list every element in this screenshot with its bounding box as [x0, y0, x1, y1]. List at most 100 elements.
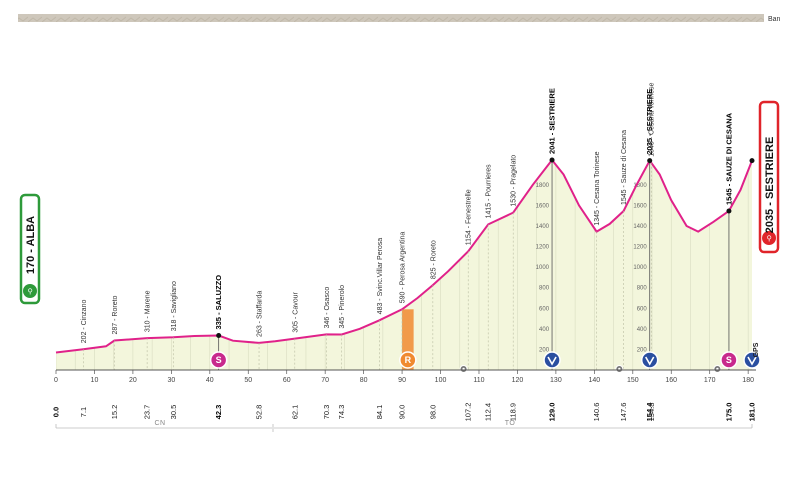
milestone-place-label: 345 - Pinerolo: [339, 285, 346, 329]
x-axis-tick-label: 40: [206, 377, 214, 384]
milestone-place-label: 1545 - SAUZE DI CESANA: [724, 112, 733, 205]
feed-zone-marker-icon-disc: [399, 351, 417, 369]
x-axis-tick-label: 110: [473, 377, 484, 384]
start-badge-frame: [19, 193, 41, 305]
bicycle-icon-glyph: ⚲: [766, 236, 771, 243]
milestone-km-label: 23.7: [143, 405, 152, 420]
milestone-place-label: 287 - Roreto: [112, 295, 119, 334]
milestone-km-label: 0.0: [52, 407, 61, 417]
banner-text: Ban: [768, 16, 781, 23]
climb-marker-icon-chevron: [547, 356, 557, 366]
x-axis-tick-label: 10: [91, 377, 99, 384]
milestone-dot: [549, 157, 555, 163]
finish-badge: ⚲ 2035 - SESTRIERE: [758, 100, 780, 254]
milestone-km-label: 42.3: [214, 405, 223, 420]
bicycle-icon: [762, 231, 776, 245]
altitude-tick-label: 400: [539, 327, 550, 333]
x-axis-tick-label: 70: [321, 377, 329, 384]
milestone-km-label: 52.8: [255, 405, 264, 420]
sprint-marker-icon-glyph: S: [216, 355, 222, 365]
gps-label: GPS: [753, 342, 760, 357]
sprint-marker-icon: S: [209, 351, 228, 369]
milestone-km-label: 181.0: [748, 403, 757, 422]
sprint-marker-icon-disc: [720, 351, 738, 369]
start-badge: ⚲ 170 - ALBA: [19, 193, 41, 305]
region-layer: CN TO: [55, 420, 753, 432]
feed-zone-band: [402, 309, 414, 370]
altitude-tick-label: 1800: [633, 183, 647, 189]
altitude-tick-label: 1600: [536, 203, 550, 209]
milestone-dot: [647, 158, 653, 164]
milestone-km-label: 140.6: [592, 403, 601, 422]
altitude-tick-label: 200: [539, 347, 550, 353]
milestone-place-label: 590 - Perosa Argentina: [400, 232, 407, 304]
sprint-marker-icon-glyph: S: [726, 355, 732, 365]
altitude-tick-label: 1600: [633, 203, 647, 209]
x-axis-tick-label: 160: [665, 377, 677, 384]
altitude-tick-label: 800: [637, 286, 648, 292]
climb-marker-icon-disc: [640, 351, 659, 369]
milestone-place-label: 1345 - Cesana Torinese: [649, 82, 656, 156]
altitude-tick-label: 1400: [536, 224, 550, 230]
milestone-place-label: 346 - Osasco: [324, 287, 331, 329]
milestone-place-label: 1530 - Pragelato: [511, 155, 518, 207]
climb-marker-icon: [640, 351, 659, 369]
milestone-km-label: 118.9: [509, 403, 518, 421]
milestone-km-label: 112.4: [484, 403, 493, 421]
milestone-place-label: 483 - Svinc.Villar Perosa: [377, 238, 384, 315]
x-axis-tick-label: 180: [742, 377, 754, 384]
top-banner: Ban: [18, 14, 781, 23]
bicycle-icon: [23, 284, 37, 298]
x-axis-tick-label: 100: [435, 377, 447, 384]
altitude-tick-label: 1000: [536, 265, 550, 271]
banner-texture: [18, 14, 764, 22]
milestone-place-label: 263 - Staffarda: [257, 291, 264, 337]
milestone-km-label: 15.2: [110, 405, 119, 420]
milestone-dot: [726, 208, 732, 214]
altitude-tick-label: 200: [637, 347, 648, 353]
milestone-place-label: 305 - Cavour: [292, 291, 299, 332]
x-axis-tick-label: 90: [398, 377, 406, 384]
milestone-place-label: 1545 - Sauze di Cesana: [621, 130, 628, 205]
climb-marker-icon-chevron: [645, 356, 655, 366]
milestone-km-label: 154.8: [647, 403, 656, 422]
altitude-tick-label: 1400: [633, 224, 647, 230]
x-axis-tick-label: 60: [283, 377, 291, 384]
climb-marker-icon: [543, 351, 561, 369]
milestone-place-label: 2041 - SESTRIERE: [548, 88, 557, 154]
milestone-dot: [216, 333, 222, 339]
sprint-marker-icon: S: [720, 351, 738, 369]
altitude-tick-label: 1000: [633, 265, 647, 271]
milestone-place-label: 1345 - Cesana Torinese: [594, 151, 601, 225]
region-label-cn: CN: [154, 420, 165, 427]
milestone-layer: 202 - Cinzano 287 - Roreto 310 - Marene 318…: [81, 82, 755, 370]
sprint-marker-icon-disc: [209, 351, 228, 369]
milestone-place-label: 202 - Cinzano: [81, 300, 88, 344]
x-axis-tick-label: 140: [588, 377, 600, 384]
milestone-place-label: 825 - Roreto: [430, 240, 437, 279]
profile-area: [56, 160, 752, 370]
x-axis-tick-label: 80: [360, 377, 368, 384]
x-axis-tick-label: 150: [627, 377, 639, 384]
bicycle-icon-glyph: ⚲: [27, 289, 32, 296]
milestone-km-label: 62.1: [290, 405, 299, 420]
marker-layer: S R S GPS: [209, 342, 761, 373]
altitude-tick-label: 1800: [536, 183, 550, 189]
altitude-tick-label: 600: [539, 306, 550, 312]
x-axis-tick-label: 30: [167, 377, 175, 384]
x-axis-tick-label: 130: [550, 377, 562, 384]
feed-zone-marker-icon: R: [399, 351, 417, 369]
milestone-place-label: 1154 - Fenestrelle: [466, 189, 473, 245]
finish-label: 2035 - SESTRIERE: [764, 137, 776, 234]
altitude-tick-label: 1200: [633, 245, 647, 251]
feed-zone-marker-icon-glyph: R: [405, 355, 412, 365]
milestone-km-label: 154.4: [645, 402, 654, 422]
x-axis-tick-label: 120: [512, 377, 524, 384]
milestone-km-label: 147.6: [619, 403, 628, 422]
milestone-km-label: 107.2: [464, 403, 473, 422]
x-axis-tick-label: 50: [244, 377, 252, 384]
milestone-place-label: 2035 - SESTRIERE: [645, 89, 654, 155]
milestone-place-label: 318 - Savigliano: [171, 281, 178, 331]
